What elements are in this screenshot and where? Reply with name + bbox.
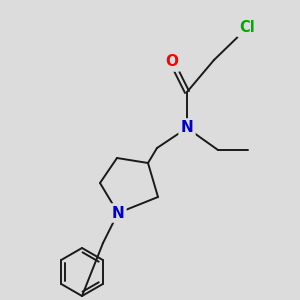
Text: Cl: Cl <box>239 20 255 35</box>
Text: N: N <box>181 121 194 136</box>
Text: N: N <box>112 206 124 220</box>
Text: O: O <box>166 55 178 70</box>
